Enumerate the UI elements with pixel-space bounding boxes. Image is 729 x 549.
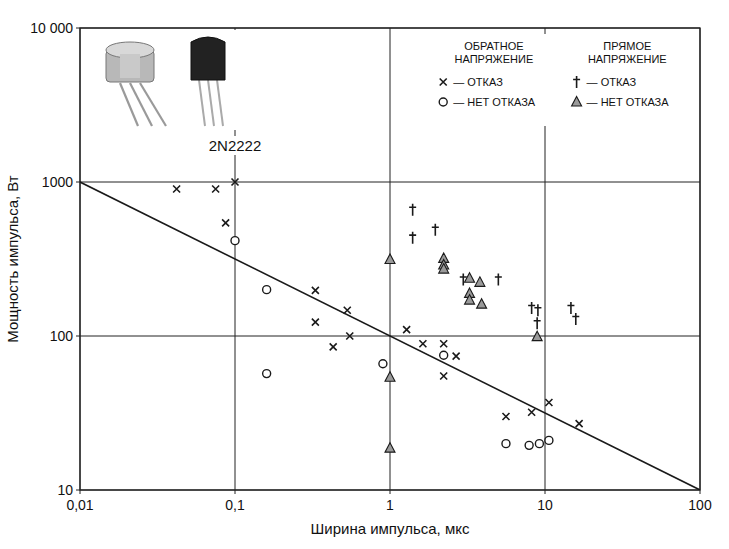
x-tick-label: 0,01 bbox=[66, 497, 93, 513]
y-axis-title: Мощность импульса, Вт bbox=[4, 175, 21, 343]
point bbox=[525, 441, 533, 449]
point bbox=[385, 372, 395, 382]
legend-label: — ОТКАЗ bbox=[587, 76, 637, 88]
legend-marker bbox=[440, 79, 447, 86]
point bbox=[231, 237, 239, 245]
photo-leg bbox=[217, 80, 223, 126]
x-tick-label: 100 bbox=[688, 497, 712, 513]
point bbox=[576, 420, 583, 427]
point bbox=[465, 295, 475, 305]
legend-label: — НЕТ ОТКАЗА bbox=[587, 96, 670, 108]
point bbox=[440, 340, 447, 347]
point bbox=[385, 254, 395, 264]
chart: 10 100 1000 10 000 0,01 0,1 1 10 100 Ширина импул… bbox=[0, 0, 729, 549]
x-tick bbox=[700, 490, 701, 494]
point bbox=[534, 304, 541, 316]
y-grid-line bbox=[80, 182, 700, 183]
point bbox=[567, 302, 574, 314]
x-tick-label: 1 bbox=[386, 497, 394, 513]
point bbox=[475, 277, 485, 287]
point bbox=[453, 353, 460, 360]
legend-group-title: ПРЯМОЕНАПРЯЖЕНИЕ bbox=[588, 40, 667, 65]
point bbox=[534, 317, 541, 329]
legend-group-title: ОБРАТНОЕНАПРЯЖЕНИЕ bbox=[455, 40, 534, 65]
legend-label: — ОТКАЗ bbox=[453, 76, 503, 88]
legend-marker bbox=[573, 76, 580, 88]
point bbox=[535, 440, 543, 448]
photo-ground bbox=[86, 30, 258, 130]
y-tick-label: 1000 bbox=[42, 174, 73, 190]
x-axis-title: Ширина импульса, мкс bbox=[311, 520, 470, 537]
point bbox=[346, 333, 353, 340]
plot-frame bbox=[80, 28, 700, 490]
photo-leg bbox=[208, 80, 214, 126]
marks bbox=[80, 179, 700, 491]
point bbox=[409, 204, 416, 216]
point bbox=[173, 186, 180, 193]
point bbox=[409, 232, 416, 244]
point bbox=[222, 219, 229, 226]
point bbox=[440, 372, 447, 379]
point bbox=[495, 273, 502, 285]
point bbox=[545, 436, 553, 444]
annotation: 2N2222 bbox=[209, 137, 262, 154]
y-tick bbox=[76, 28, 80, 29]
x-tick bbox=[235, 490, 236, 494]
point bbox=[532, 331, 542, 341]
photo bbox=[86, 30, 258, 130]
point bbox=[528, 302, 535, 314]
point bbox=[502, 440, 510, 448]
y-tick bbox=[76, 336, 80, 337]
point bbox=[232, 179, 239, 186]
legend-marker bbox=[572, 97, 582, 107]
y-tick-label: 10 bbox=[57, 482, 73, 498]
point bbox=[502, 413, 509, 420]
photo-body bbox=[191, 37, 225, 80]
legend-label: — НЕТ ОТКАЗА bbox=[453, 96, 536, 108]
point bbox=[545, 399, 552, 406]
x-tick bbox=[545, 490, 546, 494]
point bbox=[528, 409, 535, 416]
photo-leg bbox=[140, 83, 166, 126]
background bbox=[0, 0, 729, 549]
point bbox=[403, 326, 410, 333]
point bbox=[212, 186, 219, 193]
legend-marker bbox=[439, 98, 447, 106]
point bbox=[432, 224, 439, 236]
grid bbox=[80, 28, 700, 490]
x-tick-label: 0,1 bbox=[225, 497, 245, 513]
point bbox=[465, 273, 475, 283]
point bbox=[477, 299, 487, 309]
fit-line bbox=[80, 182, 700, 490]
y-tick-label: 100 bbox=[50, 328, 74, 344]
point bbox=[312, 319, 319, 326]
point bbox=[439, 264, 449, 274]
x-tick bbox=[80, 490, 81, 494]
point bbox=[330, 343, 337, 350]
photo-can-side bbox=[120, 54, 140, 78]
point bbox=[312, 287, 319, 294]
legend-ground bbox=[427, 34, 694, 126]
photo-leg bbox=[199, 80, 205, 126]
point bbox=[379, 360, 387, 368]
x-tick bbox=[390, 490, 391, 494]
annotation-ground bbox=[206, 136, 265, 155]
legend: ОБРАТНОЕНАПРЯЖЕНИЕ — ОТКАЗ — НЕТ ОТКАЗА ПРЯ… bbox=[427, 34, 694, 126]
x-tick-label: 10 bbox=[537, 497, 553, 513]
photo-leg bbox=[130, 83, 152, 126]
point bbox=[385, 443, 395, 453]
y-tick-label: 10 000 bbox=[30, 20, 73, 36]
point bbox=[263, 370, 271, 378]
point bbox=[263, 286, 271, 294]
photo-leg bbox=[120, 83, 138, 126]
point bbox=[440, 351, 448, 359]
y-tick bbox=[76, 490, 80, 491]
point bbox=[572, 313, 579, 325]
y-tick bbox=[76, 182, 80, 183]
point bbox=[419, 340, 426, 347]
